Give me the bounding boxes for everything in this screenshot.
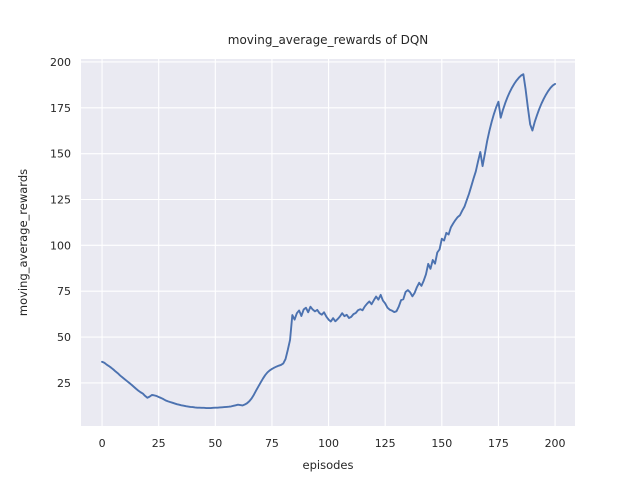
y-tick-label: 175 (50, 102, 71, 115)
y-tick-labels: 25 50 75 100 125 150 175 200 (50, 56, 71, 390)
y-tick-label: 200 (50, 56, 71, 69)
x-tick-label: 0 (99, 437, 106, 450)
x-axis-label: episodes (303, 458, 354, 472)
y-tick-label: 50 (57, 331, 71, 344)
y-tick-label: 75 (57, 285, 71, 298)
y-tick-label: 100 (50, 239, 71, 252)
x-tick-label: 125 (375, 437, 396, 450)
x-tick-label: 25 (152, 437, 166, 450)
x-tick-label: 50 (208, 437, 222, 450)
y-tick-label: 150 (50, 148, 71, 161)
dqn-series-line (101, 73, 557, 409)
y-axis-label: moving_average_rewards (16, 169, 30, 316)
x-tick-label: 100 (318, 437, 339, 450)
x-tick-label: 150 (431, 437, 452, 450)
x-tick-label: 175 (488, 437, 509, 450)
gridlines (81, 59, 575, 426)
series-polyline (101, 73, 557, 409)
chart-title: moving_average_rewards of DQN (228, 33, 428, 47)
x-tick-label: 75 (265, 437, 279, 450)
y-tick-label: 25 (57, 377, 71, 390)
y-tick-label: 125 (50, 193, 71, 206)
x-tick-label: 200 (545, 437, 566, 450)
x-tick-labels: 0 25 50 75 100 125 150 175 200 (99, 437, 566, 450)
